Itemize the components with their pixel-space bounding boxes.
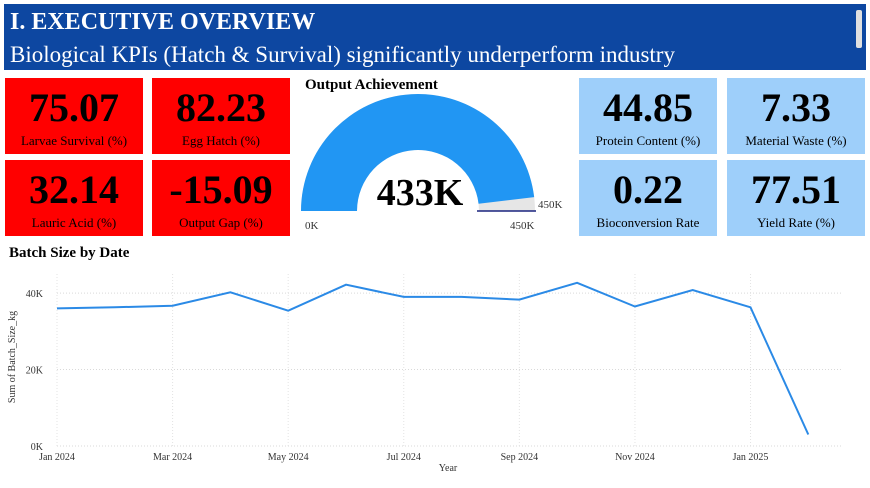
chart-title: Batch Size by Date bbox=[9, 245, 130, 261]
kpi-card-protein-content[interactable]: 44.85 Protein Content (%) bbox=[579, 78, 717, 154]
y-tick-label: 0K bbox=[31, 442, 44, 453]
kpi-card-lauric-acid[interactable]: 32.14 Lauric Acid (%) bbox=[5, 160, 143, 236]
series-line[interactable] bbox=[56, 281, 810, 435]
chart-gridlines bbox=[56, 274, 843, 447]
kpi-value: 75.07 bbox=[29, 85, 119, 130]
kpi-label: Lauric Acid (%) bbox=[31, 215, 117, 230]
y-tick-label: 40K bbox=[26, 289, 44, 300]
x-tick-label: Jul 2024 bbox=[387, 452, 421, 463]
kpi-card-bioconversion-rate[interactable]: 0.22 Bioconversion Rate bbox=[579, 160, 717, 236]
gauge-max-label: 450K bbox=[510, 220, 535, 232]
gauge-target-label: 450K bbox=[538, 199, 563, 211]
x-tick-label: Nov 2024 bbox=[615, 452, 655, 463]
kpi-value: 77.51 bbox=[751, 167, 841, 212]
kpi-label: Larvae Survival (%) bbox=[20, 133, 128, 148]
kpi-card-larvae-survival[interactable]: 75.07 Larvae Survival (%) bbox=[5, 78, 143, 154]
x-axis-ticks: Jan 2024 Mar 2024 May 2024 Jul 2024 Sep 2024… bbox=[39, 452, 768, 463]
kpi-value: 7.33 bbox=[761, 85, 831, 130]
x-tick-label: Jan 2024 bbox=[39, 452, 75, 463]
output-gauge[interactable]: 433K 0K 450K 450K bbox=[298, 92, 578, 237]
kpi-card-material-waste[interactable]: 7.33 Material Waste (%) bbox=[727, 78, 865, 154]
x-tick-label: Mar 2024 bbox=[153, 452, 192, 463]
gauge-value: 433K bbox=[377, 172, 464, 214]
gauge-min-label: 0K bbox=[305, 220, 319, 232]
kpi-card-output-gap[interactable]: -15.09 Output Gap (%) bbox=[152, 160, 290, 236]
x-axis-label: Year bbox=[439, 463, 458, 474]
kpi-value: 82.23 bbox=[176, 85, 266, 130]
report-header: I. EXECUTIVE OVERVIEW Biological KPIs (H… bbox=[4, 4, 866, 70]
kpi-label: Material Waste (%) bbox=[745, 133, 847, 148]
x-tick-label: Jan 2025 bbox=[733, 452, 769, 463]
x-tick-label: May 2024 bbox=[268, 452, 309, 463]
gauge-fill bbox=[301, 93, 535, 211]
page-subtitle: Biological KPIs (Hatch & Survival) signi… bbox=[10, 42, 675, 67]
header-scrollbar[interactable] bbox=[856, 10, 862, 48]
y-tick-label: 20K bbox=[26, 366, 44, 377]
kpi-value: 44.85 bbox=[603, 85, 693, 130]
kpi-label: Bioconversion Rate bbox=[596, 215, 700, 230]
batch-size-line-chart[interactable]: 0K 20K 40K Jan 2024 Mar 2024 May 2024 Jul 202… bbox=[0, 262, 870, 484]
kpi-value: 32.14 bbox=[29, 167, 119, 212]
kpi-value: 0.22 bbox=[613, 167, 683, 212]
x-tick-label: Sep 2024 bbox=[501, 452, 539, 463]
gauge-title: Output Achievement bbox=[305, 77, 438, 93]
kpi-label: Yield Rate (%) bbox=[757, 215, 835, 230]
y-axis-ticks: 0K 20K 40K bbox=[26, 289, 44, 453]
kpi-label: Output Gap (%) bbox=[179, 215, 263, 230]
kpi-value: -15.09 bbox=[169, 167, 273, 212]
kpi-card-yield-rate[interactable]: 77.51 Yield Rate (%) bbox=[727, 160, 865, 236]
kpi-card-egg-hatch[interactable]: 82.23 Egg Hatch (%) bbox=[152, 78, 290, 154]
y-axis-label: Sum of Batch_Size_kg bbox=[7, 311, 18, 403]
kpi-label: Protein Content (%) bbox=[595, 133, 701, 148]
kpi-label: Egg Hatch (%) bbox=[182, 133, 260, 148]
page-title: I. EXECUTIVE OVERVIEW bbox=[10, 9, 316, 35]
